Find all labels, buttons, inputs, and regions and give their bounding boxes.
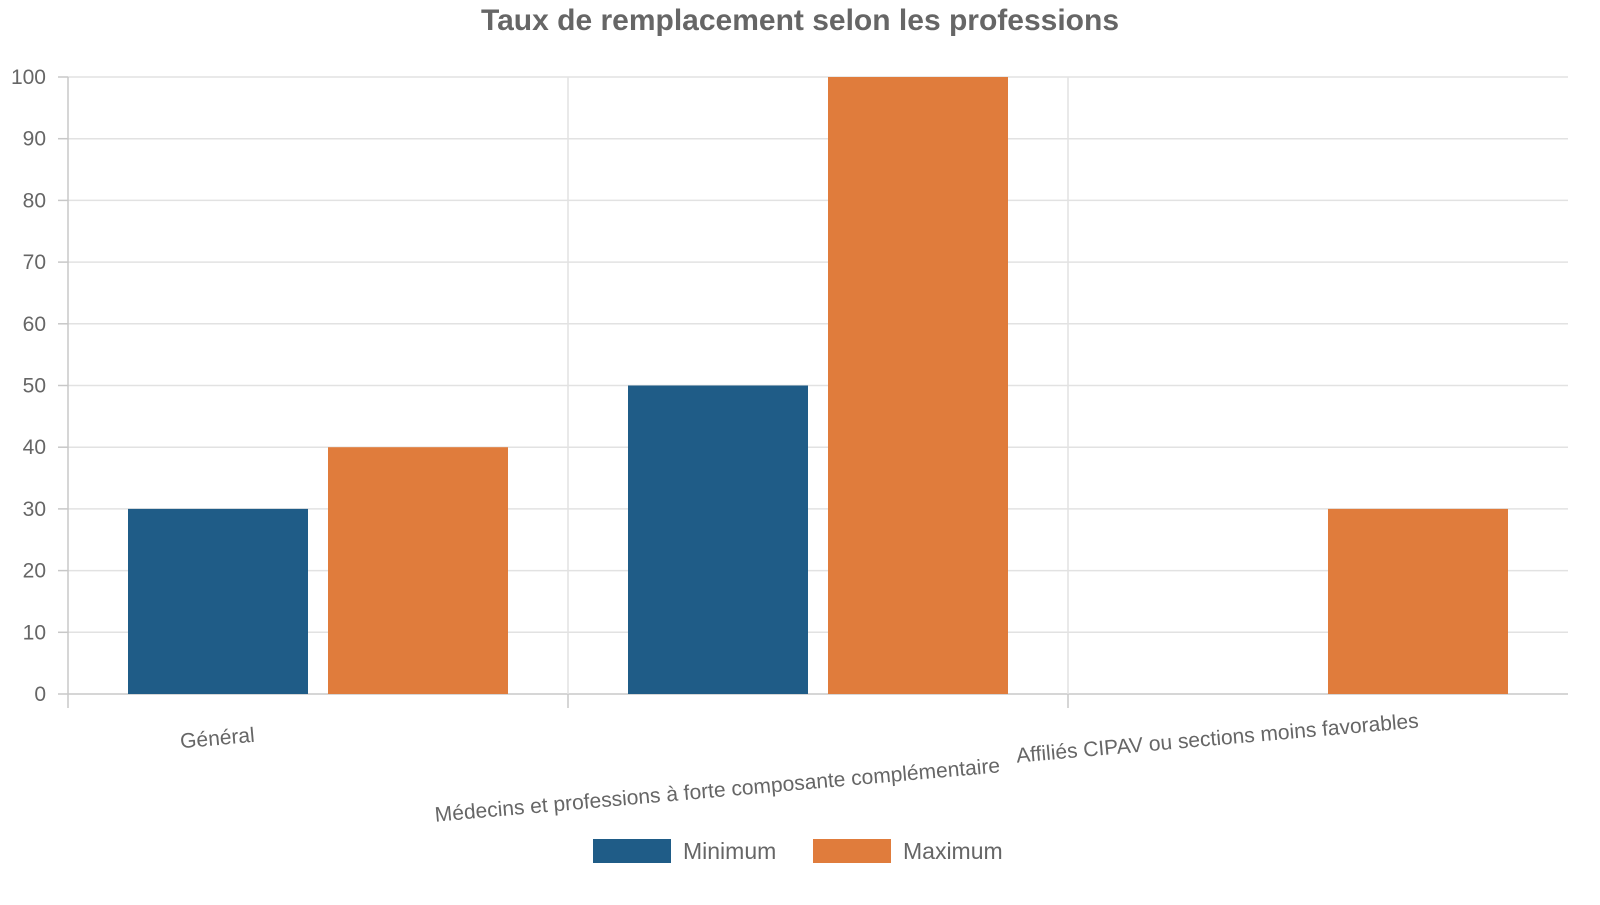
legend-label-minimum: Minimum bbox=[683, 838, 776, 864]
bar-minimum-0 bbox=[128, 508, 308, 694]
y-tick-label: 60 bbox=[23, 313, 46, 336]
legend: Minimum Maximum bbox=[593, 838, 1003, 864]
y-tick-label: 100 bbox=[11, 66, 46, 89]
legend-label-maximum: Maximum bbox=[903, 838, 1003, 864]
category-labels: Général Médecins et professions à forte c… bbox=[179, 709, 1419, 826]
x-tick-label: Affiliés CIPAV ou sections moins favorab… bbox=[1015, 709, 1419, 767]
y-tick-label: 80 bbox=[23, 189, 46, 212]
grid bbox=[68, 76, 1568, 695]
y-tick-label: 70 bbox=[23, 251, 46, 274]
y-tick-label: 30 bbox=[23, 498, 46, 521]
bar-maximum-0 bbox=[328, 447, 508, 694]
y-tick-label: 40 bbox=[23, 436, 46, 459]
legend-swatch-minimum bbox=[593, 839, 671, 863]
x-tick-label: Général bbox=[179, 724, 255, 753]
x-tick-label: Médecins et professions à forte composan… bbox=[434, 754, 1001, 826]
bar-maximum-1 bbox=[828, 77, 1008, 694]
chart-title: Taux de remplacement selon les professio… bbox=[481, 4, 1119, 37]
y-tick-label: 90 bbox=[23, 128, 46, 151]
y-tick-label: 20 bbox=[23, 560, 46, 583]
y-tick-label: 10 bbox=[23, 621, 46, 644]
legend-swatch-maximum bbox=[813, 839, 891, 863]
bar-maximum-2 bbox=[1328, 508, 1508, 694]
y-tick-label: 50 bbox=[23, 375, 46, 398]
y-tick-label: 0 bbox=[34, 683, 46, 706]
bar-minimum-1 bbox=[628, 385, 808, 694]
bars bbox=[128, 77, 1508, 694]
axes: 0 10 20 30 40 50 60 70 80 90 100 bbox=[11, 66, 1069, 708]
